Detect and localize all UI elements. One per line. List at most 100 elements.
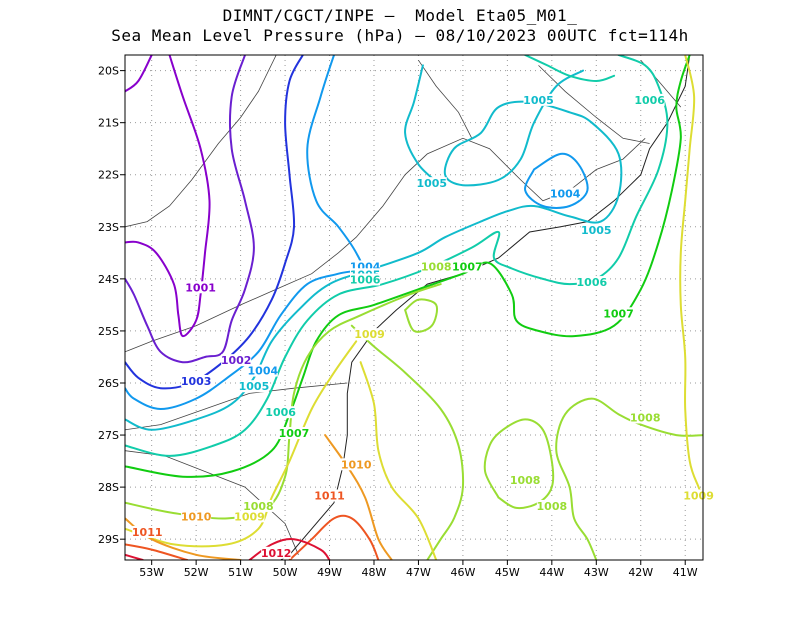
lon-tick-label: 41W — [673, 566, 698, 579]
isobar-label-background — [421, 260, 452, 273]
isobar-label: 1002 — [221, 354, 252, 367]
isobar-1010 — [324, 434, 393, 560]
isobar-label: 1011 — [314, 490, 345, 503]
isobar-1006 — [524, 55, 616, 82]
isobar-1011 — [288, 514, 380, 560]
isobar-label: 1006 — [265, 406, 296, 419]
isobar-label: 1010 — [181, 510, 212, 523]
isobar-1005 — [404, 64, 442, 187]
state-border — [418, 59, 473, 139]
isobar-label-layer: 1001100210031004100410041005100510051005… — [132, 93, 714, 560]
isobar-label-background — [278, 427, 309, 440]
isobar-label-background — [247, 364, 278, 377]
isobar-1004 — [125, 55, 363, 410]
lon-tick-label: 45W — [495, 566, 520, 579]
isobar-1009 — [679, 55, 703, 499]
isobar-label-background — [523, 93, 554, 106]
isobar-label-background — [181, 510, 212, 523]
lat-tick-label: 22S — [98, 169, 119, 182]
lon-tick-label: 53W — [139, 566, 164, 579]
isobar-label-background — [341, 458, 372, 471]
isobar-label: 1005 — [239, 380, 270, 393]
isobar-label: 1008 — [630, 411, 661, 424]
isobar-label: 1008 — [421, 260, 452, 273]
isobar-label-background — [221, 354, 252, 367]
lon-tick-label: 47W — [406, 566, 431, 579]
isobar-label: 1006 — [350, 273, 381, 286]
lat-tick-label: 21S — [98, 117, 119, 130]
plot-frame — [124, 54, 704, 561]
isobar-label-background — [630, 411, 661, 424]
isobar-label: 1008 — [510, 474, 541, 487]
isobar-1008 — [350, 324, 465, 560]
lon-tick-label: 42W — [628, 566, 653, 579]
state-border — [125, 382, 348, 431]
isobar-label-background — [265, 406, 296, 419]
isobar-label-background — [243, 499, 274, 512]
isobar-1005 — [125, 69, 623, 431]
isobar-1001 — [125, 55, 153, 93]
isobar-label: 1007 — [452, 260, 483, 273]
isobar-1008 — [125, 283, 442, 520]
chart-title-line2: Sea Mean Level Pressure (hPa) – 08/10/20… — [111, 26, 689, 45]
isobar-label: 1007 — [279, 427, 310, 440]
isobar-label-background — [683, 489, 714, 502]
isobar-label-background — [550, 187, 581, 200]
isobar-label-background — [603, 307, 634, 320]
isobar-label: 1008 — [537, 500, 568, 513]
lat-tick-label: 29S — [98, 533, 119, 546]
lon-tick-label: 44W — [539, 566, 564, 579]
lon-tick-label: 52W — [184, 566, 209, 579]
isobar-label: 1009 — [683, 490, 714, 503]
lat-tick-label: 23S — [98, 221, 119, 234]
isobar-label-background — [416, 177, 447, 190]
isobar-label-background — [452, 260, 483, 273]
isobar-1008 — [483, 418, 555, 510]
isobar-1006 — [125, 55, 669, 457]
isobar-1003 — [125, 55, 304, 390]
isobar-label: 1005 — [523, 94, 554, 107]
lon-tick-label: 49W — [317, 566, 342, 579]
lat-tick-label: 25S — [98, 325, 119, 338]
lon-tick-label: 51W — [228, 566, 253, 579]
isobar-1012 — [125, 553, 144, 560]
lon-tick-label: 48W — [362, 566, 387, 579]
isobar-label: 1003 — [181, 375, 212, 388]
isobar-label: 1006 — [634, 94, 665, 107]
lon-tick-label: 43W — [584, 566, 609, 579]
isobar-label-background — [350, 273, 381, 286]
isobar-label-background — [238, 380, 269, 393]
coastline — [280, 55, 691, 560]
axis-ticks: 53W 52W 51W 50W 49W 48W 47W 46W 45W 44W 43W 42W 41W 2… — [98, 65, 698, 579]
isobar-label: 1012 — [261, 547, 292, 560]
isobar-1009 — [359, 361, 438, 560]
isobar-label: 1001 — [185, 281, 216, 294]
isobar-label-background — [181, 374, 212, 387]
lat-tick-label: 20S — [98, 65, 119, 78]
state-border — [125, 137, 646, 353]
isobar-1010 — [125, 517, 242, 560]
state-border — [125, 55, 277, 228]
state-border — [538, 65, 650, 144]
lat-tick-label: 24S — [98, 273, 119, 286]
isobar-1008 — [555, 397, 703, 560]
isobar-label-background — [314, 489, 345, 502]
isobar-1004 — [524, 152, 589, 209]
isobar-label: 1009 — [354, 328, 385, 341]
lon-tick-label: 46W — [450, 566, 475, 579]
isobar-label: 1008 — [243, 500, 274, 513]
isobar-label: 1007 — [603, 307, 634, 320]
isobar-label-background — [354, 328, 385, 341]
isobar-label: 1011 — [132, 526, 163, 539]
isobar-1001 — [125, 55, 211, 338]
chart-title-line1: DIMNT/CGCT/INPE – Model Eta05_M01_ — [222, 6, 578, 25]
lat-tick-label: 26S — [98, 377, 119, 390]
lon-tick-label: 50W — [273, 566, 298, 579]
isobar-label-background — [634, 93, 665, 106]
isobar-label-background — [185, 281, 216, 294]
lat-tick-label: 28S — [98, 481, 119, 494]
isobar-1002 — [125, 55, 255, 364]
isobar-label-background — [581, 224, 612, 237]
isobar-label: 1004 — [550, 188, 581, 201]
